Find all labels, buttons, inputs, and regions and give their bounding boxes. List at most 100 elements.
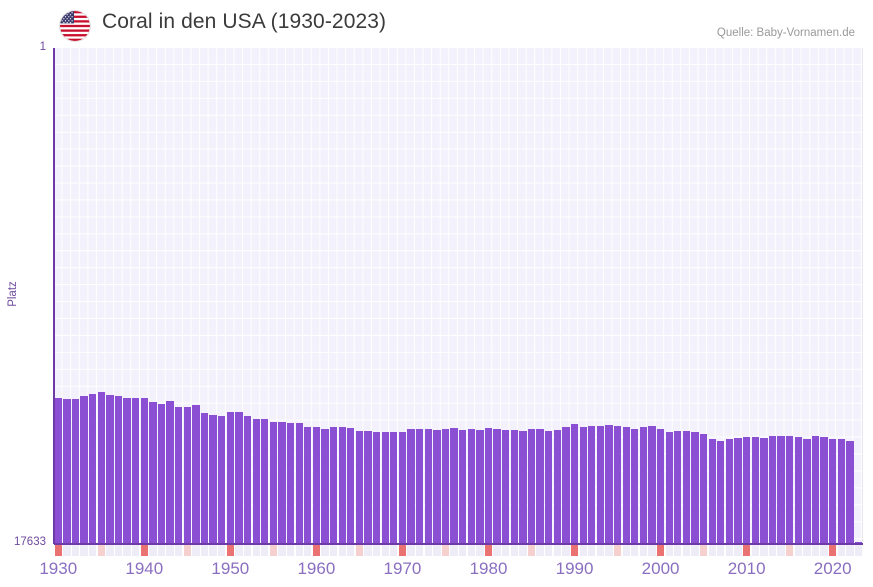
bar[interactable]: [295, 422, 303, 543]
bar[interactable]: [699, 434, 708, 543]
bar[interactable]: [527, 429, 536, 543]
bar[interactable]: [786, 435, 794, 543]
bar[interactable]: [854, 541, 863, 543]
bar[interactable]: [734, 437, 742, 543]
bar[interactable]: [424, 428, 432, 543]
bar[interactable]: [768, 436, 777, 543]
bar[interactable]: [596, 425, 604, 543]
bar[interactable]: [570, 423, 579, 543]
bar[interactable]: [71, 399, 80, 543]
bar[interactable]: [269, 422, 278, 543]
bar[interactable]: [407, 429, 415, 543]
bar[interactable]: [89, 394, 97, 543]
x-tick-major: [743, 545, 751, 556]
bar[interactable]: [192, 405, 200, 543]
bar[interactable]: [218, 415, 226, 543]
bar[interactable]: [536, 429, 544, 543]
bar[interactable]: [631, 429, 639, 543]
bar[interactable]: [321, 428, 329, 543]
bar[interactable]: [235, 412, 243, 543]
bar[interactable]: [390, 432, 398, 543]
bar[interactable]: [605, 425, 613, 543]
bar[interactable]: [54, 398, 62, 543]
bar[interactable]: [639, 427, 648, 543]
bar[interactable]: [338, 427, 346, 543]
bar[interactable]: [132, 397, 140, 543]
bar[interactable]: [123, 397, 131, 543]
bar[interactable]: [476, 429, 484, 543]
bar[interactable]: [441, 429, 450, 543]
bar[interactable]: [829, 438, 837, 543]
bar[interactable]: [243, 415, 252, 543]
bar[interactable]: [708, 438, 716, 543]
bar[interactable]: [372, 432, 381, 543]
bar[interactable]: [252, 418, 260, 543]
bar[interactable]: [80, 395, 88, 543]
bar[interactable]: [459, 430, 467, 543]
bar[interactable]: [312, 427, 321, 543]
bar[interactable]: [416, 429, 424, 543]
bar[interactable]: [743, 436, 751, 543]
bar[interactable]: [777, 436, 785, 543]
bar[interactable]: [811, 436, 820, 543]
bar[interactable]: [261, 418, 269, 543]
bar[interactable]: [846, 440, 854, 543]
bar[interactable]: [493, 429, 501, 543]
bar[interactable]: [682, 430, 691, 543]
bar[interactable]: [691, 431, 699, 543]
bar[interactable]: [157, 404, 166, 543]
bar[interactable]: [467, 429, 475, 543]
bar[interactable]: [278, 422, 286, 543]
bar[interactable]: [674, 431, 682, 543]
bar[interactable]: [209, 414, 217, 543]
bar[interactable]: [450, 428, 458, 543]
bar[interactable]: [183, 406, 191, 543]
bar[interactable]: [166, 401, 174, 543]
bar[interactable]: [97, 391, 105, 543]
bar[interactable]: [200, 413, 209, 543]
bar[interactable]: [656, 428, 665, 543]
bar[interactable]: [665, 432, 673, 543]
bar[interactable]: [502, 429, 510, 543]
bar[interactable]: [149, 401, 157, 543]
bar[interactable]: [751, 436, 759, 543]
x-tick: [200, 545, 209, 556]
bar[interactable]: [553, 430, 561, 543]
bar[interactable]: [588, 425, 596, 543]
bar[interactable]: [114, 395, 123, 543]
bar[interactable]: [63, 399, 71, 543]
bar[interactable]: [613, 425, 622, 543]
bar[interactable]: [175, 407, 183, 543]
plot-area: [54, 48, 863, 543]
bar[interactable]: [433, 429, 441, 543]
bar[interactable]: [622, 426, 630, 543]
bar[interactable]: [579, 426, 587, 543]
bar[interactable]: [648, 426, 656, 543]
x-tick: [708, 545, 716, 556]
bar[interactable]: [106, 394, 114, 543]
bar[interactable]: [398, 431, 407, 543]
bar[interactable]: [140, 398, 148, 543]
bar[interactable]: [760, 437, 768, 543]
bar[interactable]: [510, 430, 518, 543]
bar[interactable]: [329, 427, 338, 543]
bar[interactable]: [484, 428, 493, 543]
bar[interactable]: [364, 431, 372, 543]
bar[interactable]: [381, 432, 389, 543]
bar[interactable]: [794, 436, 802, 543]
bar[interactable]: [304, 427, 312, 543]
bar[interactable]: [519, 430, 527, 543]
bar[interactable]: [562, 426, 570, 543]
bar[interactable]: [725, 439, 734, 543]
x-tick: [751, 545, 759, 556]
bar[interactable]: [837, 438, 845, 543]
bar[interactable]: [355, 430, 364, 543]
x-tick: [734, 545, 742, 556]
bar[interactable]: [226, 411, 234, 543]
bar[interactable]: [545, 431, 553, 543]
bar[interactable]: [286, 423, 295, 543]
bar[interactable]: [803, 439, 811, 543]
bar[interactable]: [717, 440, 725, 543]
bar[interactable]: [347, 428, 355, 543]
bar[interactable]: [820, 437, 828, 543]
